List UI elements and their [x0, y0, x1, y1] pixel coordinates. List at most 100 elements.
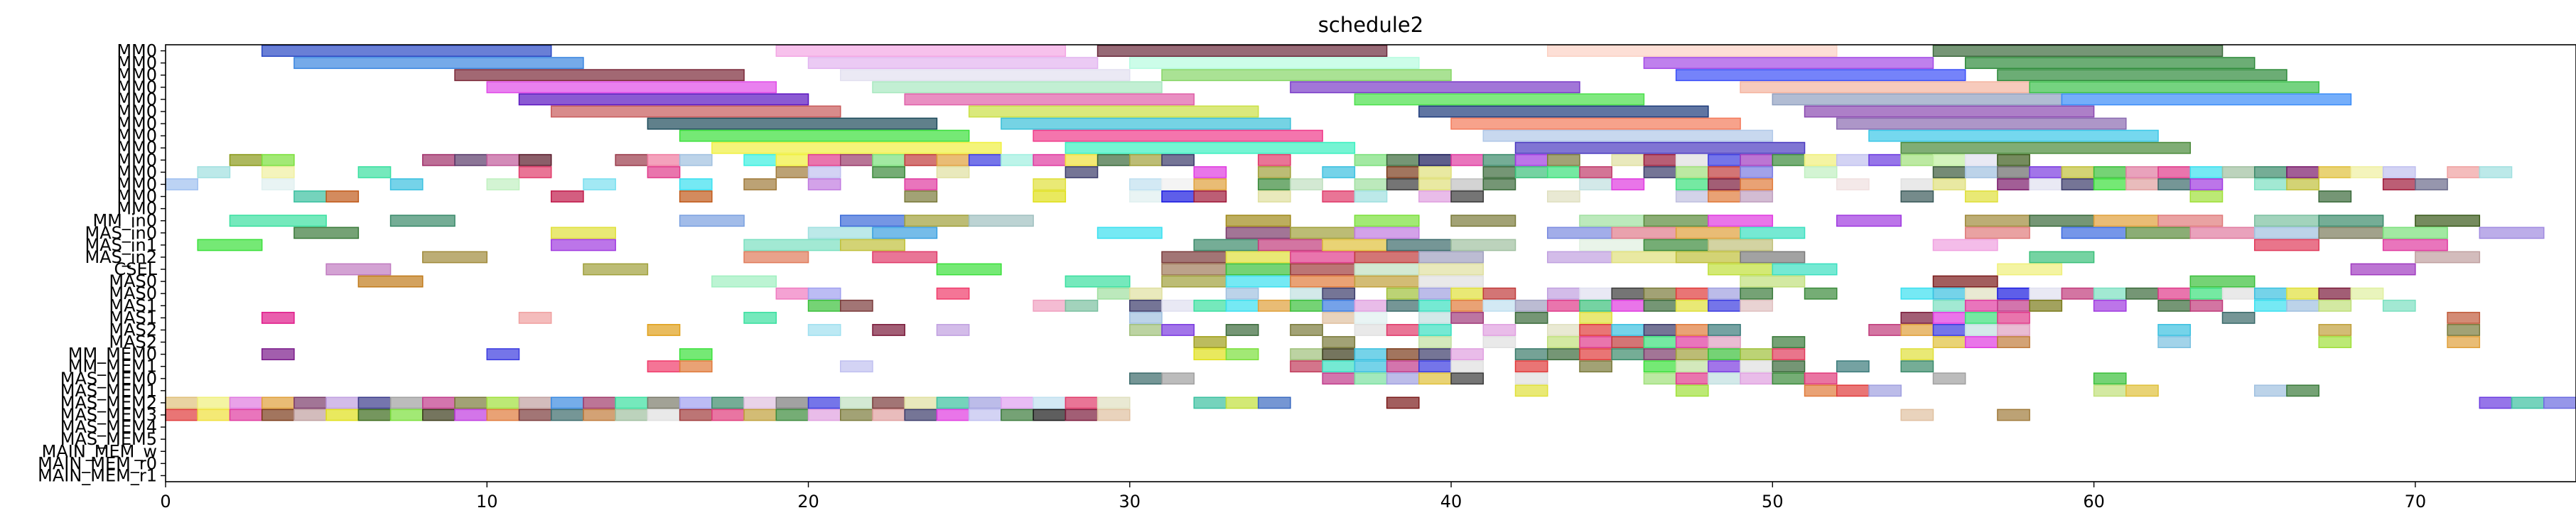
task-bar [1225, 396, 1259, 409]
task-bar [1546, 299, 1580, 312]
x-tick-label: 10 [476, 492, 498, 512]
task-bar [1579, 311, 1612, 324]
task-bar [2350, 263, 2416, 276]
task-bar [2093, 384, 2127, 397]
task-bar [1418, 360, 1452, 373]
task-bar [807, 324, 841, 336]
task-bar [1065, 299, 1099, 312]
task-bar [1964, 227, 2030, 239]
task-bar [1836, 384, 1870, 397]
y-tick-label: MAS2 [109, 332, 157, 352]
task-bar [1290, 227, 1356, 239]
task-bar [2061, 227, 2127, 239]
task-bar [775, 287, 809, 300]
task-bar [1546, 190, 1580, 202]
task-bar [389, 178, 424, 190]
task-bar [1354, 153, 1388, 166]
task-bar [872, 153, 905, 166]
task-bar [261, 311, 295, 324]
task-bar [1514, 372, 1548, 385]
task-bar [1546, 227, 1612, 239]
task-bar [2029, 215, 2095, 227]
task-bar [2029, 251, 2095, 264]
task-bar [2318, 215, 2384, 227]
task-bar [1225, 215, 1291, 227]
task-bar [1964, 57, 2256, 70]
task-bar [325, 396, 360, 409]
task-bar [872, 409, 905, 421]
task-bar [2125, 384, 2159, 397]
task-bar [775, 396, 809, 409]
task-bar [1643, 215, 1709, 227]
task-bar [1386, 348, 1420, 361]
task-bar [2093, 166, 2127, 178]
x-axis: 0 10 20 30 40 50 60 70 [160, 482, 2426, 512]
task-bar [679, 215, 745, 227]
task-bar [325, 190, 360, 202]
task-bar [1708, 336, 1741, 348]
task-bar [1643, 324, 1677, 336]
task-bar [422, 409, 456, 421]
task-bar [1161, 372, 1195, 385]
task-bar [165, 178, 198, 190]
task-bar [2061, 178, 2095, 190]
task-bar [486, 348, 520, 361]
task-bar [293, 227, 360, 239]
task-bar [1161, 69, 1452, 82]
task-bar [325, 409, 360, 421]
task-bar [840, 239, 905, 252]
y-tick-label: MM0 [117, 150, 157, 170]
task-bar [1900, 190, 1934, 202]
y-tick-label: MM0 [117, 199, 157, 219]
task-bar [904, 396, 938, 409]
task-bar [1096, 396, 1131, 409]
task-bar [1740, 348, 1774, 361]
task-bar [1740, 275, 1806, 288]
task-bar [1804, 166, 1838, 178]
task-bar [1514, 311, 1548, 324]
task-bar [1065, 153, 1099, 166]
task-bar [357, 396, 392, 409]
y-tick-label: MM0 [117, 187, 157, 207]
task-bar [1675, 190, 1709, 202]
task-bar [1065, 166, 1099, 178]
task-bar [2415, 215, 2481, 227]
task-bar [1290, 178, 1323, 190]
task-bar [1225, 227, 1291, 239]
task-bar [1290, 324, 1323, 336]
task-bar [1900, 153, 1934, 166]
y-tick-label: MAS_MEM2 [60, 393, 157, 413]
y-tick-label: MAS2 [109, 320, 157, 340]
task-bar [1290, 348, 1323, 361]
task-bar [1001, 117, 1291, 130]
task-bar [615, 153, 649, 166]
task-bar [583, 178, 616, 190]
task-bar [1418, 105, 1709, 118]
task-bar [2479, 166, 2513, 178]
task-bar [1354, 215, 1420, 227]
task-bar [1482, 287, 1516, 300]
task-bar [422, 251, 488, 264]
task-bar [1129, 190, 1163, 202]
task-bar [1997, 311, 2030, 324]
task-bar [743, 311, 777, 324]
task-bar [936, 263, 1002, 276]
task-bar [1096, 409, 1131, 421]
task-bar [1193, 396, 1227, 409]
task-bar [1546, 153, 1580, 166]
task-bar [1579, 336, 1612, 348]
task-bar [1386, 287, 1420, 300]
task-bar [1964, 215, 2030, 227]
task-bar [1514, 360, 1548, 373]
task-bar [1290, 287, 1323, 300]
task-bar [679, 396, 713, 409]
task-bar [1708, 215, 1774, 227]
y-tick-label: MAS_in0 [85, 223, 157, 243]
task-bar [1708, 263, 1774, 276]
task-bar [1257, 153, 1291, 166]
task-bar [2382, 166, 2416, 178]
task-bar [1997, 166, 2030, 178]
task-bar [1772, 360, 1806, 373]
task-bar [1450, 372, 1484, 385]
